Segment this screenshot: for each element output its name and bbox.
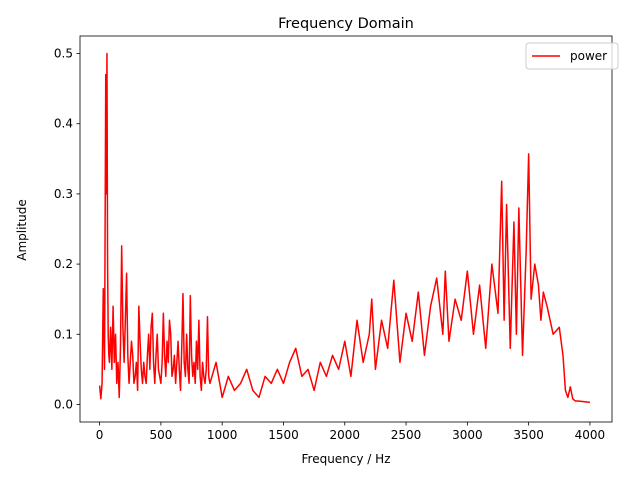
y-axis-label: Amplitude [15, 199, 29, 261]
legend: power [525, 42, 619, 70]
legend-box [525, 42, 619, 70]
x-tick-label: 2000 [330, 428, 361, 442]
x-tick-label: 1500 [268, 428, 299, 442]
x-axis: 0 500 1000 1500 2000 2500 3000 3500 4000 [96, 422, 605, 442]
x-tick-label: 2500 [391, 428, 422, 442]
x-tick-label: 4000 [575, 428, 606, 442]
chart-title: Frequency Domain [278, 16, 414, 32]
x-tick-label: 1000 [207, 428, 238, 442]
y-tick-label: 0.3 [54, 187, 73, 201]
x-axis-label: Frequency / Hz [302, 452, 391, 466]
legend-label-power: power [570, 49, 607, 63]
x-tick-label: 500 [149, 428, 172, 442]
plot-area [79, 35, 613, 423]
x-tick-label: 3500 [513, 428, 544, 442]
series-line-power [98, 52, 591, 404]
y-tick-label: 0.1 [54, 327, 73, 341]
y-axis: 0.0 0.1 0.2 0.3 0.4 0.5 [54, 47, 80, 411]
y-tick-label: 0.5 [54, 47, 73, 61]
y-tick-label: 0.0 [54, 397, 73, 411]
y-tick-label: 0.4 [54, 117, 73, 131]
y-tick-label: 0.2 [54, 257, 73, 271]
x-tick-label: 0 [96, 428, 104, 442]
axes-frame [79, 35, 613, 423]
x-tick-label: 3000 [452, 428, 483, 442]
